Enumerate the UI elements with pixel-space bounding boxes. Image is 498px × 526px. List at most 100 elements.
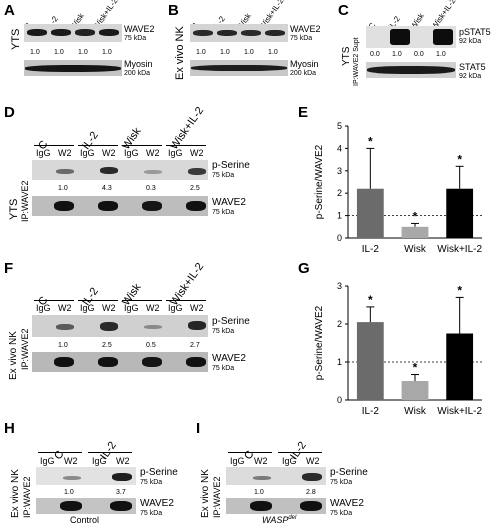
panel-c-value-2: 1.0 [392,51,402,58]
panel-i-sub-3: IgG [282,456,297,466]
panel-f-value-4: 2.7 [190,342,200,349]
panel-h-bottom-label: WAVE2 [140,498,174,509]
panel-h-sub-4: W2 [116,456,130,466]
panel-a-top-kda: 75 kDa [124,35,147,42]
panel-a-value-1: 1.0 [30,49,40,56]
panel-letter-h: H [4,420,15,437]
panel-f-sub-5: IgG [124,303,139,313]
panel-d-value-3: 0.3 [146,185,156,192]
panel-d-side-label: IP:WAVE2 [20,180,30,222]
panel-c-cell-label: YTS [341,46,352,66]
panel-f-bottom-label: WAVE2 [212,353,246,364]
panel-i-wave2-blot [226,498,326,514]
y-tick-label: 2 [337,319,342,329]
bar [356,188,384,238]
panel-b-wave2-blot [190,24,288,42]
panel-f-value-2: 2.5 [102,342,112,349]
significance-star: * [413,209,418,223]
panel-f-sub-3: IgG [80,303,95,313]
panel-letter-g: G [298,260,310,277]
panel-d-sub-8: W2 [190,148,204,158]
y-tick-label: 1 [337,357,342,367]
panel-f-sub-8: W2 [190,303,204,313]
panel-letter-c: C [338,2,349,19]
significance-star: * [368,293,373,307]
panel-letter-f: F [4,260,14,277]
bar [356,322,384,400]
panel-c-value-3: 0.0 [414,51,424,58]
y-tick-label: 3 [337,281,342,291]
y-tick-label: 2 [337,188,342,198]
panel-h-top-kda: 75 kDa [140,479,163,486]
panel-d-bottom-label: WAVE2 [212,197,246,208]
panel-i-caption-sup: del [288,515,297,521]
panel-a-cell-label: YTS [10,28,22,50]
significance-star: * [457,283,462,297]
panel-i-value-2: 2.8 [306,489,316,496]
panel-b-bottom-kda: 200 kDa [290,70,317,77]
x-category-label: IL-2 [362,406,380,417]
y-tick-label: 3 [337,166,342,176]
panel-c-pstat5-blot [366,26,456,48]
panel-h-cell-label: Ex vivo NK [10,469,21,518]
panel-d-top-label: p-Serine [212,160,250,171]
panel-h-sub-1: IgG [40,456,55,466]
panel-f-value-1: 1.0 [58,342,68,349]
y-tick-label: 5 [337,121,342,131]
panel-a-value-4: 1.0 [102,49,112,56]
panel-h-sub-3: IgG [92,456,107,466]
panel-d-sub-1: IgG [36,148,51,158]
x-category-label: Wisk+IL-2 [437,406,482,417]
panel-h-value-1: 1.0 [64,489,74,496]
panel-d-wave2-blot [32,196,208,216]
panel-d-sub-3: IgG [80,148,95,158]
panel-i-sub-4: W2 [306,456,320,466]
panel-d-sub-6: W2 [146,148,160,158]
panel-h-wave2-blot [36,498,136,514]
panel-f-top-label: p-Serine [212,316,250,327]
panel-h-pserine-blot [36,467,136,485]
panel-f-wave2-blot [32,352,208,372]
panel-f-side-label: IP:WAVE2 [20,328,30,370]
panel-i-side-label: IP:WAVE2 [212,476,222,518]
panel-b-myosin-blot [190,60,288,76]
panel-d-cell-label: YTS [8,198,20,220]
panel-i-top-label: p-Serine [330,467,368,478]
y-axis-label: p-Serine/WAVE2 [314,144,325,219]
panel-f-pserine-blot [32,315,208,337]
panel-f-sub-1: IgG [36,303,51,313]
panel-b-bottom-label: Myosin [290,59,319,69]
significance-star: * [457,152,462,166]
panel-c-side-label: IP:WAVE2 Supt [353,37,360,86]
panel-c-bottom-kda: 92 kDa [459,73,482,80]
x-category-label: Wisk+IL-2 [437,244,482,255]
y-axis-label: p-Serine/WAVE2 [314,305,325,380]
panel-i-sub-1: IgG [230,456,245,466]
panel-f-sub-7: IgG [168,303,183,313]
panel-i-value-1: 1.0 [254,489,264,496]
panel-c-value-4: 1.0 [436,51,446,58]
panel-d-sub-2: W2 [58,148,72,158]
panel-f-value-3: 0.5 [146,342,156,349]
panel-b-top-kda: 75 kDa [290,35,313,42]
panel-c-value-1: 0.0 [370,51,380,58]
significance-star: * [413,361,418,375]
panel-b-top-label: WAVE2 [290,24,321,34]
panel-b-value-2: 1.0 [220,49,230,56]
panel-f-sub-6: W2 [146,303,160,313]
panel-a-top-label: WAVE2 [124,24,155,34]
panel-letter-e: E [298,104,309,121]
panel-a-bottom-label: Myosin [124,59,153,69]
chart-g: 0 1 2 3 p-Serine/WAVE2 * IL-2 * Wisk * Wisk+IL-2 [314,281,482,417]
panel-i-top-kda: 75 kDa [330,479,353,486]
panel-i-cell-label: Ex vivo NK [200,469,211,518]
panel-b-value-1: 1.0 [196,49,206,56]
x-category-label: Wisk [404,406,427,417]
chart-e: 0 1 2 3 4 5 p-Serine/WAVE2 * IL-2 * Wisk * Wisk+IL-2 [314,121,482,255]
panel-i-pserine-blot [226,467,326,485]
panel-h-sub-2: W2 [64,456,78,466]
bar [401,381,429,400]
bar [446,333,474,400]
panel-c-bottom-label: STAT5 [459,62,486,72]
panel-b-value-3: 1.0 [244,49,254,56]
